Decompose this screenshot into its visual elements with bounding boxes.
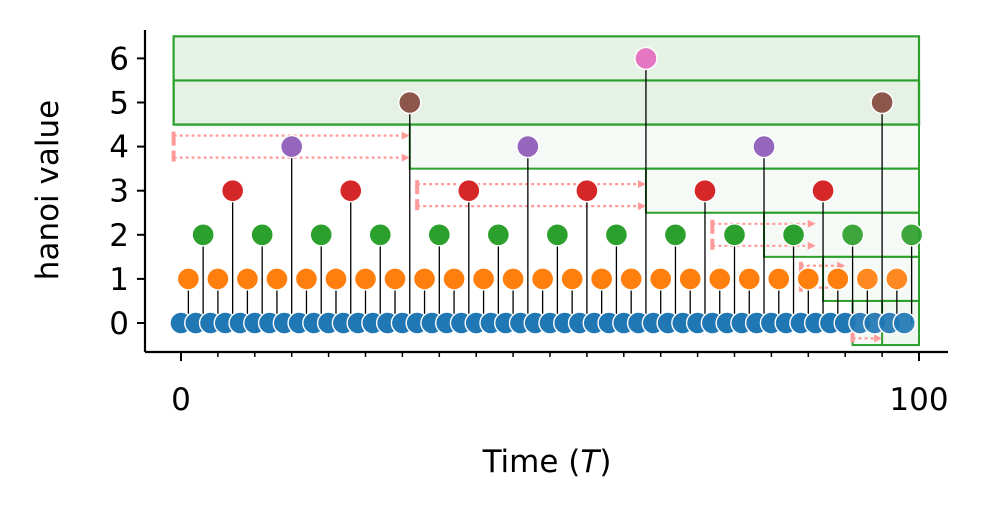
data-point <box>176 267 201 291</box>
x-axis-title-end: ) <box>599 444 611 480</box>
data-point <box>840 223 865 247</box>
data-point <box>398 90 422 115</box>
jump-arrow-head <box>401 131 410 140</box>
y-tick-label: 1 <box>109 262 129 298</box>
data-point <box>294 267 319 291</box>
data-point <box>250 223 274 247</box>
data-point <box>353 267 378 291</box>
data-point <box>663 223 688 247</box>
data-point <box>206 267 230 291</box>
x-tick-label: 0 <box>171 382 191 418</box>
data-point <box>678 267 702 291</box>
y-tick-label: 4 <box>109 130 129 166</box>
data-point <box>892 311 916 335</box>
data-point <box>442 267 466 291</box>
data-point <box>708 267 732 291</box>
window-box <box>644 167 920 214</box>
y-tick-label: 3 <box>109 174 129 210</box>
data-points <box>169 46 924 335</box>
data-point <box>589 267 614 291</box>
data-point <box>324 267 348 291</box>
window-box <box>172 79 921 126</box>
data-point <box>309 223 333 247</box>
jump-arrow-head <box>637 202 646 211</box>
y-tick-label: 2 <box>109 218 129 254</box>
data-point <box>767 267 791 291</box>
data-point <box>457 178 481 203</box>
y-tick-label: 0 <box>109 306 129 342</box>
data-point <box>811 178 835 203</box>
data-point <box>722 223 747 247</box>
data-point <box>899 223 924 247</box>
data-point <box>501 267 525 291</box>
data-point <box>412 267 437 291</box>
y-tick-label: 6 <box>109 41 129 77</box>
data-point <box>516 134 540 159</box>
data-point <box>752 134 776 159</box>
x-axis-title-variable: T <box>580 444 601 480</box>
x-tick-label: 100 <box>889 382 948 418</box>
data-point <box>280 134 304 159</box>
x-axis-title-main: Time ( <box>482 444 581 480</box>
jump-arrow-head <box>637 180 646 189</box>
window-boxes <box>172 35 921 347</box>
jump-arrow-head <box>401 153 410 162</box>
jump-arrow-head <box>807 241 816 250</box>
data-point <box>619 267 643 291</box>
data-point <box>265 267 289 291</box>
data-point <box>885 267 909 291</box>
data-point <box>781 223 806 247</box>
stems <box>187 67 913 323</box>
y-tick-label: 5 <box>109 86 129 122</box>
data-point <box>368 223 392 247</box>
window-box <box>408 123 920 170</box>
data-point <box>545 223 570 247</box>
data-point <box>855 267 880 291</box>
data-point <box>383 267 407 291</box>
data-point <box>235 267 260 291</box>
data-point <box>471 267 496 291</box>
data-point <box>826 267 850 291</box>
data-point <box>693 178 717 203</box>
data-point <box>339 178 363 203</box>
data-point <box>427 223 451 247</box>
jump-arrow-head <box>874 334 883 343</box>
y-axis-title: hanoi value <box>30 100 66 280</box>
data-point <box>575 178 599 203</box>
data-point <box>604 223 629 247</box>
data-point <box>796 267 820 291</box>
data-point <box>870 90 894 115</box>
data-point <box>530 267 555 291</box>
data-point <box>220 178 245 203</box>
data-point <box>486 223 511 247</box>
data-point <box>649 267 673 291</box>
x-axis-title: Time (T) <box>482 444 612 480</box>
data-point <box>634 46 658 71</box>
data-point <box>737 267 761 291</box>
data-point <box>560 267 584 291</box>
ticks: 0 1 2 3 4 5 6 0 100 <box>109 41 948 418</box>
data-point <box>191 223 215 247</box>
jump-arrow-head <box>807 219 816 228</box>
